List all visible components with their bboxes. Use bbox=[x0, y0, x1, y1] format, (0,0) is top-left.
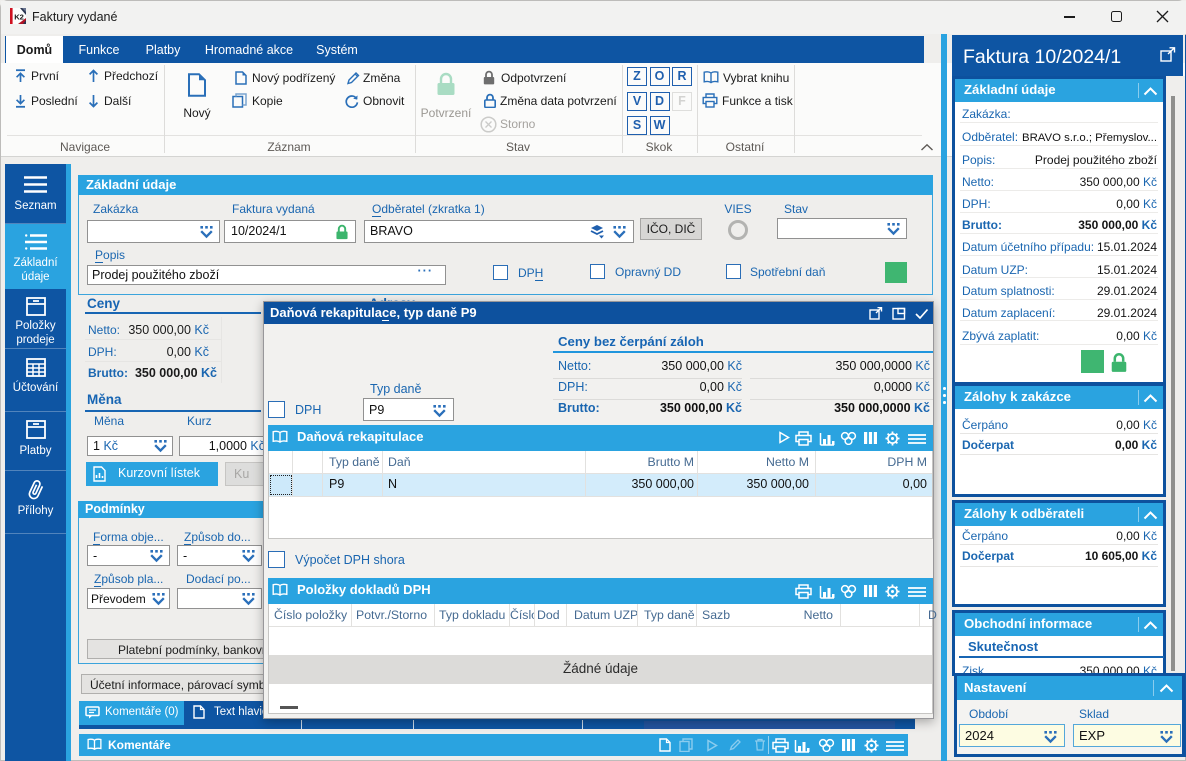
svg-text:K2: K2 bbox=[14, 13, 24, 22]
